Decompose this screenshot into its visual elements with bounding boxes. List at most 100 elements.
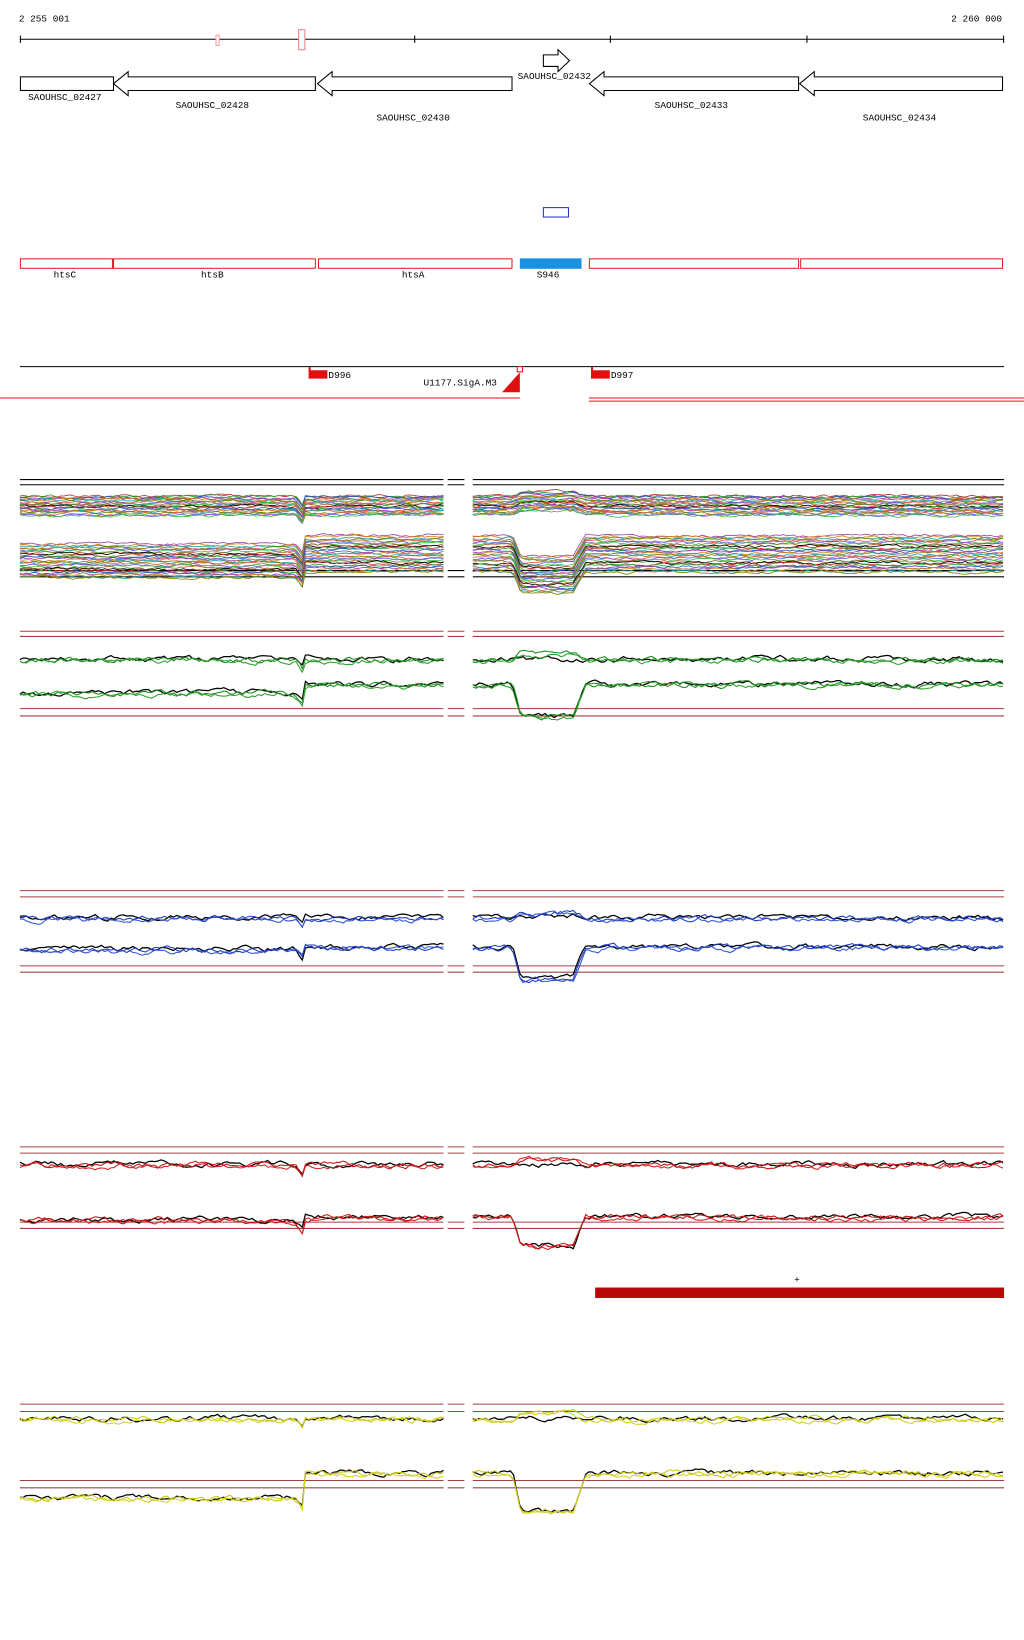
feature-label: S946	[537, 270, 560, 281]
profile-line	[472, 548, 1004, 574]
profile-line	[19, 1416, 444, 1430]
profile-line	[19, 915, 444, 929]
profile-line	[19, 506, 444, 518]
profile-line	[19, 502, 444, 515]
gene-label: SAOUHSC_02427	[28, 92, 101, 103]
profile-line	[472, 1214, 1004, 1251]
profile-line	[472, 1157, 1004, 1170]
profile-line	[19, 1161, 444, 1178]
profile-line	[19, 1214, 444, 1236]
gene-label: SAOUHSC_02430	[376, 113, 450, 124]
profile-line	[472, 570, 1004, 595]
gene-label: SAOUHSC_02434	[863, 113, 937, 124]
annotation-bar	[595, 1287, 1005, 1298]
profile-line	[19, 534, 444, 555]
profile-line	[19, 541, 444, 562]
profile-line	[19, 559, 444, 580]
profile-line	[19, 681, 444, 704]
element-label: U1177.SigA.M3	[424, 377, 498, 388]
gene	[798, 70, 1004, 97]
profile-line	[19, 533, 444, 554]
profile-line	[472, 653, 1004, 665]
ruler-axis	[19, 35, 1005, 43]
profile-line	[472, 509, 1004, 518]
profile-line	[472, 533, 1004, 558]
element	[516, 366, 523, 373]
profile-line	[472, 500, 1004, 510]
element-lines	[0, 397, 1024, 402]
profile-line	[472, 649, 1004, 664]
profile-line	[472, 559, 1004, 584]
profile-line	[19, 544, 444, 565]
profile-line	[472, 944, 1004, 984]
profile-line	[19, 680, 444, 701]
profile-line	[472, 553, 1004, 580]
profile-line	[472, 557, 1004, 583]
profile-line	[472, 535, 1004, 561]
profile-line	[19, 536, 444, 557]
profile-line	[19, 1413, 444, 1428]
profile-line	[472, 1470, 1004, 1515]
profile-line	[472, 1410, 1004, 1425]
profile-line	[472, 535, 1004, 559]
profile-line	[472, 1213, 1004, 1250]
profile-line	[19, 942, 444, 962]
ruler-start: 2 255 001	[19, 13, 70, 24]
profile-line	[19, 546, 444, 566]
profile-line	[19, 545, 444, 564]
profile-line	[472, 910, 1004, 924]
profile-line	[472, 566, 1004, 592]
element	[308, 367, 328, 379]
ruler-marker	[215, 34, 220, 47]
profile-line	[472, 564, 1004, 590]
profile-line	[19, 654, 444, 666]
profile-line	[19, 1472, 444, 1512]
gene	[588, 70, 800, 97]
profile-line	[472, 1468, 1004, 1514]
feature-box	[519, 258, 582, 269]
profile-line	[19, 1213, 444, 1235]
gene-label: SAOUHSC_02432	[518, 71, 591, 82]
feature-box	[542, 207, 570, 218]
profile-line	[472, 680, 1004, 721]
profile-line	[472, 563, 1004, 589]
gene	[316, 70, 513, 97]
feature-boxes	[19, 258, 1004, 269]
ruler-end: 2 260 000	[951, 13, 1002, 24]
profile-line	[472, 506, 1004, 516]
profile-line	[19, 493, 444, 507]
profile-line	[19, 552, 444, 572]
profile-line	[19, 539, 444, 559]
element-label: D997	[611, 370, 634, 381]
feature-label: htsB	[201, 270, 224, 281]
profile-line	[472, 680, 1004, 721]
profile-line	[19, 566, 444, 583]
profile-line	[19, 561, 444, 579]
gene-label: SAOUHSC_02433	[655, 100, 729, 111]
profile-line	[472, 679, 1004, 719]
profile-line	[19, 509, 444, 522]
feature-label: htsC	[54, 270, 77, 281]
profile-line	[472, 539, 1004, 566]
profile-tracks	[19, 479, 1005, 1515]
gene-arrows	[19, 48, 1004, 97]
gene	[542, 48, 571, 73]
profile-line	[19, 547, 444, 567]
profile-line	[472, 499, 1004, 508]
profile-line	[472, 491, 1004, 500]
element	[502, 372, 520, 393]
element-label: D996	[328, 370, 351, 381]
profile-line	[19, 657, 444, 674]
feature-label: htsA	[402, 270, 425, 281]
profile-line	[472, 538, 1004, 564]
profile-line	[19, 567, 444, 585]
profile-line	[19, 1159, 444, 1176]
profile-line	[19, 555, 444, 574]
profile-line	[472, 506, 1004, 517]
marker-label: +	[794, 1275, 800, 1286]
profile-line	[19, 1160, 444, 1177]
profile-line	[19, 512, 444, 524]
profile-line	[19, 943, 444, 956]
